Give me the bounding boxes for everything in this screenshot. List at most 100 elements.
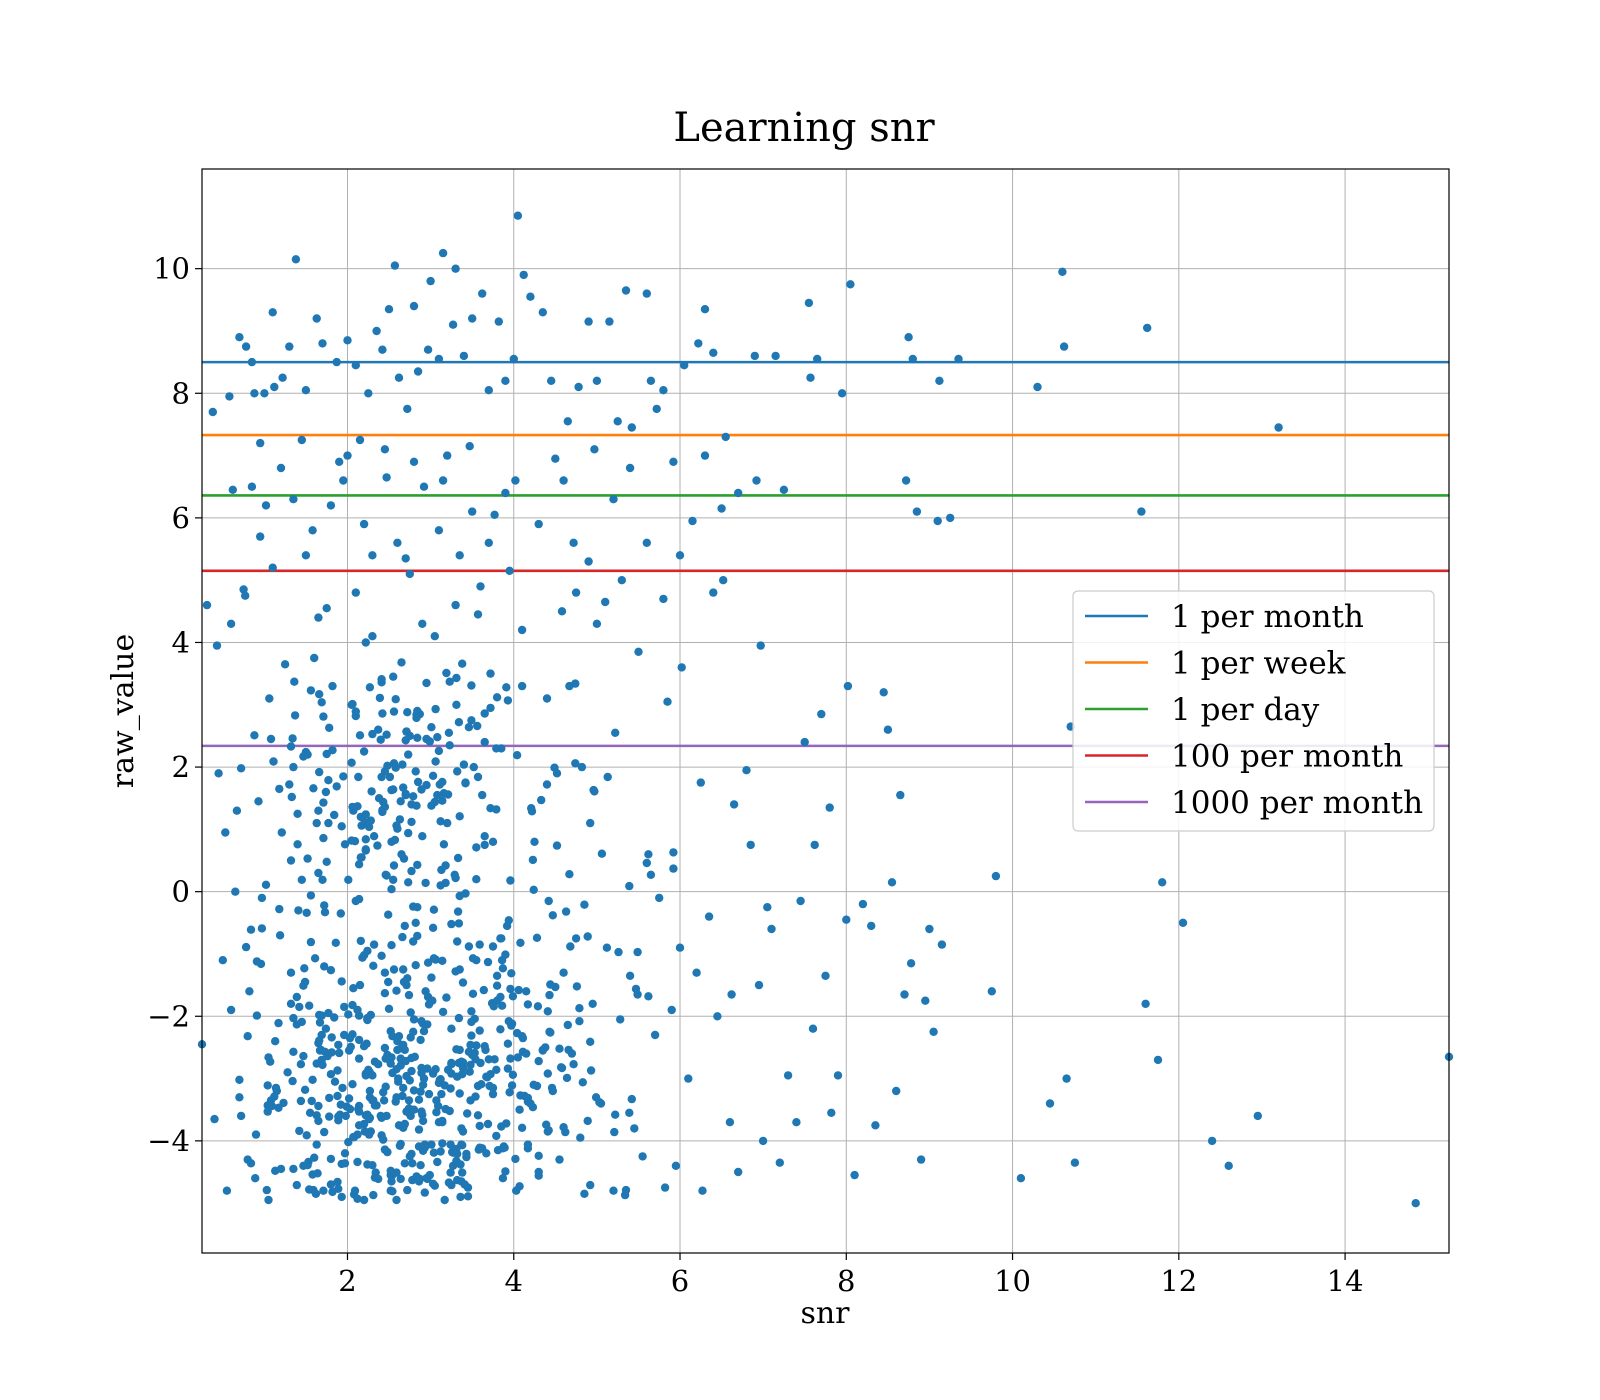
scatter-point xyxy=(483,957,493,967)
scatter-point xyxy=(414,1095,424,1104)
scatter-point xyxy=(441,1104,450,1114)
scatter-point xyxy=(295,1002,304,1012)
scatter-point xyxy=(548,911,557,920)
scatter-point xyxy=(800,737,809,747)
scatter-point xyxy=(464,723,474,732)
scatter-point xyxy=(344,875,353,884)
scatter-point xyxy=(700,451,710,460)
scatter-point xyxy=(361,846,370,855)
scatter-point xyxy=(752,476,761,485)
scatter-point xyxy=(1045,1099,1055,1108)
scatter-point xyxy=(704,912,714,921)
scatter-point xyxy=(375,693,385,703)
scatter-point xyxy=(271,1166,280,1176)
scatter-point xyxy=(933,516,942,526)
scatter-point xyxy=(534,519,543,529)
scatter-point xyxy=(332,782,341,791)
scatter-point xyxy=(286,742,296,751)
scatter-point xyxy=(278,373,287,382)
scatter-point xyxy=(496,992,505,1002)
scatter-point xyxy=(424,1000,434,1009)
scatter-point xyxy=(291,255,301,264)
legend-entry: 100 per month xyxy=(1085,739,1403,775)
scatter-point xyxy=(575,1017,584,1026)
scatter-point xyxy=(369,1190,378,1200)
scatter-point xyxy=(380,1043,390,1053)
scatter-point xyxy=(616,1015,625,1024)
scatter-point xyxy=(349,984,358,993)
scatter-point xyxy=(353,1194,362,1204)
scatter-point xyxy=(566,942,575,951)
scatter-point xyxy=(438,1139,447,1148)
scatter-point xyxy=(409,1105,419,1114)
scatter-point xyxy=(335,1048,344,1058)
scatter-point xyxy=(458,1070,467,1079)
scatter-point xyxy=(595,1098,604,1107)
scatter-point xyxy=(389,861,399,870)
scatter-point xyxy=(515,1105,524,1114)
scatter-point xyxy=(412,801,421,810)
scatter-point xyxy=(403,708,412,717)
scatter-point xyxy=(468,1050,477,1060)
scatter-point xyxy=(669,864,678,873)
scatter-point xyxy=(465,1067,474,1076)
scatter-point xyxy=(225,392,234,401)
scatter-point xyxy=(299,752,308,761)
scatter-point xyxy=(408,1159,417,1168)
scatter-point xyxy=(325,1093,334,1103)
scatter-point xyxy=(439,840,449,849)
scatter-point xyxy=(512,1186,521,1195)
scatter-point xyxy=(356,936,365,946)
scatter-point xyxy=(526,292,535,301)
scatter-point xyxy=(734,488,743,498)
scatter-point xyxy=(512,751,522,760)
scatter-point xyxy=(348,1080,357,1089)
scatter-point xyxy=(506,876,515,885)
scatter-point xyxy=(459,351,469,361)
scatter-point xyxy=(527,804,536,813)
scatter-point xyxy=(337,822,346,831)
scatter-point xyxy=(266,734,276,744)
scatter-point xyxy=(302,1131,311,1140)
scatter-point xyxy=(433,733,442,742)
scatter-point xyxy=(319,833,328,843)
y-tick-label: 8 xyxy=(172,376,190,410)
scatter-point xyxy=(302,908,311,917)
scatter-point xyxy=(373,841,382,850)
scatter-point xyxy=(1158,878,1167,887)
scatter-point xyxy=(492,1065,501,1075)
scatter-point xyxy=(289,1164,298,1174)
scatter-point xyxy=(468,954,478,963)
scatter-point xyxy=(492,1131,501,1141)
scatter-point xyxy=(355,980,365,990)
scatter-point xyxy=(232,806,242,815)
scatter-point xyxy=(283,1068,292,1077)
scatter-point xyxy=(498,1174,508,1183)
scatter-point xyxy=(453,937,462,946)
scatter-point xyxy=(334,1112,343,1121)
scatter-point xyxy=(469,762,478,772)
scatter-point xyxy=(698,1186,707,1195)
scatter-point xyxy=(625,1108,634,1118)
scatter-point xyxy=(257,893,267,903)
scatter-point xyxy=(451,967,460,976)
scatter-point xyxy=(460,1180,469,1189)
scatter-point xyxy=(929,1027,938,1037)
scatter-point xyxy=(719,576,728,585)
y-tick-label: −2 xyxy=(147,999,190,1033)
scatter-point xyxy=(717,504,726,513)
scatter-point xyxy=(652,404,661,414)
scatter-point xyxy=(625,881,634,891)
scatter-point xyxy=(385,772,395,782)
scatter-point xyxy=(434,354,444,364)
scatter-point xyxy=(461,889,470,898)
scatter-point xyxy=(559,476,568,485)
scatter-point xyxy=(694,339,703,348)
scatter-point xyxy=(533,1002,543,1011)
chart-title: Learning snr xyxy=(673,105,935,151)
scatter-point xyxy=(727,990,736,999)
scatter-point xyxy=(563,1020,572,1030)
scatter-point xyxy=(621,286,631,295)
scatter-point xyxy=(377,772,386,782)
scatter-point xyxy=(295,1126,304,1136)
